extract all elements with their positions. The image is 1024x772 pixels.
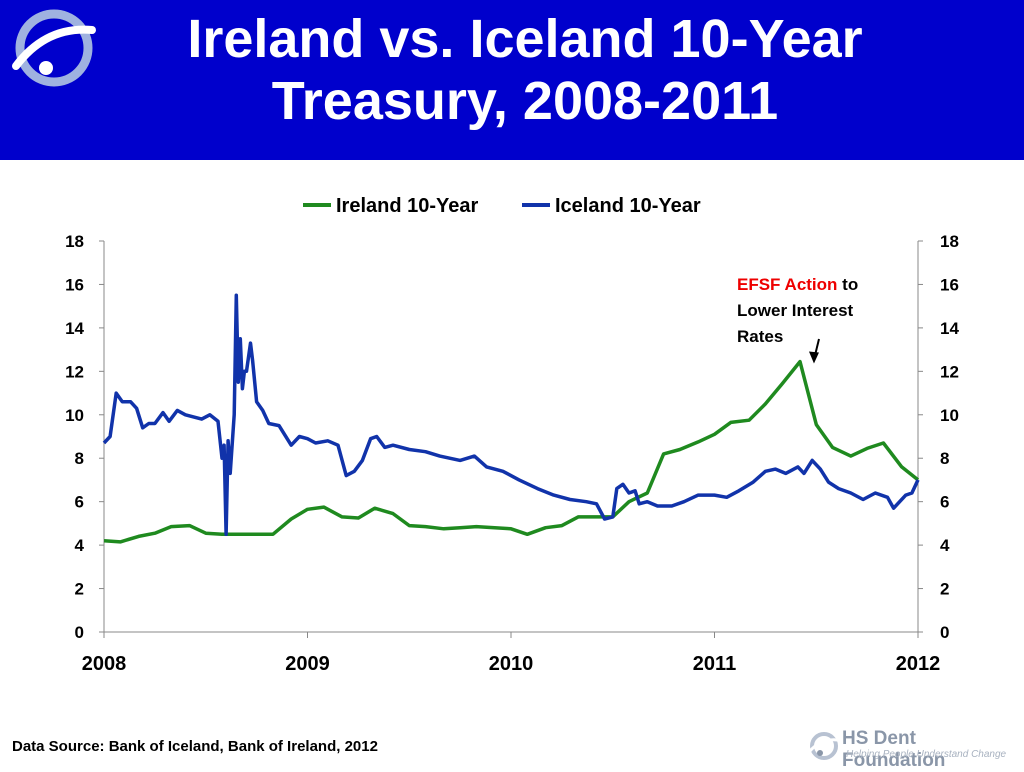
- left-y-tick-label: 10: [65, 406, 84, 425]
- footer-logo-name: HS Dent Foundation: [842, 728, 946, 771]
- data-source-note: Data Source: Bank of Iceland, Bank of Ir…: [12, 738, 378, 755]
- left-y-tick-label: 2: [75, 580, 84, 599]
- title-line-2: Treasury, 2008-2011: [271, 71, 779, 131]
- right-y-tick-label: 18: [940, 232, 959, 251]
- annotation-arrow-head: [808, 351, 819, 364]
- x-tick-label: 2011: [693, 653, 736, 675]
- left-y-tick-label: 18: [65, 232, 84, 251]
- annotation-line-2: Lower Interest: [737, 301, 854, 320]
- ireland-series-line: [103, 359, 920, 544]
- line-chart: 0 0 2 2 4 4 6 6 8 8 10 10 12 12 14 14 16 16 18 18 2008 2009 20…: [65, 195, 959, 675]
- footer-logo: HS Dent Foundation Helping People Unders…: [806, 728, 1020, 771]
- title-line-1: Ireland vs. Iceland 10-Year: [187, 9, 863, 69]
- x-tick-label: 2008: [82, 653, 127, 675]
- header-banner: Ireland vs. Iceland 10-Year Treasury, 20…: [0, 0, 1024, 160]
- hs-dent-swirl-logo-icon: [12, 9, 96, 87]
- annotation-line-1-rest: to: [837, 275, 859, 294]
- page-title: Ireland vs. Iceland 10-Year Treasury, 20…: [110, 8, 940, 132]
- right-y-tick-label: 8: [940, 449, 949, 468]
- left-y-tick-label: 12: [65, 362, 84, 381]
- left-y-tick-label: 0: [75, 623, 84, 642]
- x-tick-label: 2009: [285, 653, 330, 675]
- footer-swirl-icon: [807, 732, 839, 760]
- annotation-line-3: Rates: [737, 327, 784, 346]
- left-y-tick-label: 14: [65, 319, 84, 338]
- right-y-tick-label: 0: [940, 623, 949, 642]
- right-y-tick-label: 4: [940, 536, 950, 555]
- right-y-tick-label: 14: [940, 319, 959, 338]
- right-y-tick-label: 16: [940, 275, 959, 294]
- iceland-series-line: [102, 293, 920, 537]
- left-y-tick-label: 6: [75, 493, 84, 512]
- left-y-tick-label: 8: [75, 449, 84, 468]
- footer-logo-tagline: Helping People Understand Change: [846, 749, 1007, 760]
- right-y-tick-label: 12: [940, 362, 959, 381]
- annotation-highlight: EFSF Action: [737, 275, 838, 294]
- left-y-tick-label: 16: [65, 275, 84, 294]
- efsf-annotation: EFSF Action to Lower Interest Rates: [737, 272, 858, 350]
- x-tick-label: 2010: [489, 653, 534, 675]
- right-y-tick-label: 10: [940, 406, 959, 425]
- right-y-tick-label: 6: [940, 493, 949, 512]
- right-y-tick-label: 2: [940, 580, 949, 599]
- legend-label: Iceland 10-Year: [555, 195, 701, 217]
- x-tick-label: 2012: [896, 653, 941, 675]
- left-y-tick-label: 4: [75, 536, 85, 555]
- legend-label: Ireland 10-Year: [336, 195, 479, 217]
